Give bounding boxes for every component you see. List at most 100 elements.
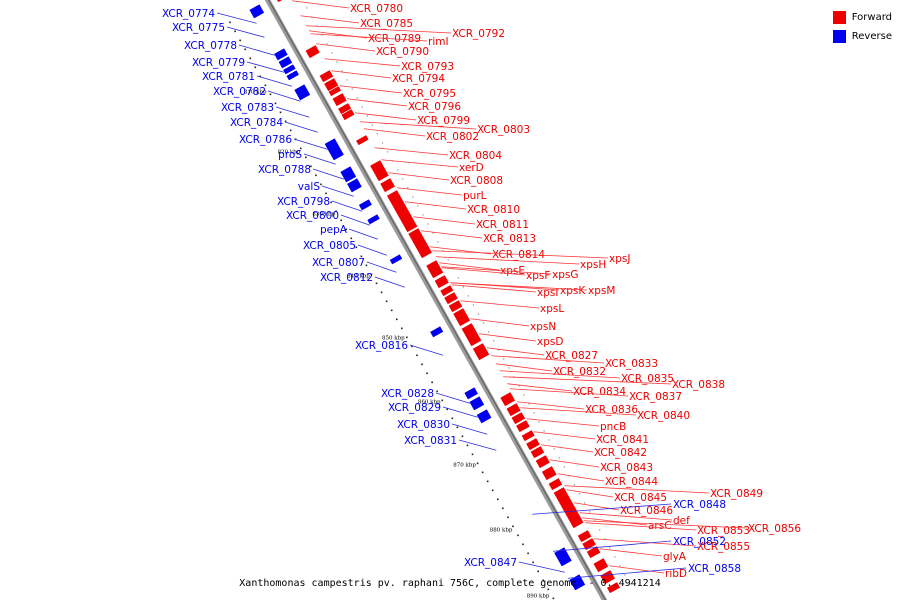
forward-gene-label: XCR_0814 xyxy=(492,249,545,261)
reverse-leader xyxy=(366,261,397,273)
forward-leader xyxy=(460,300,540,309)
forward-leader xyxy=(520,407,637,416)
forward-gene xyxy=(356,135,369,146)
track-dot xyxy=(360,255,363,258)
forward-gene xyxy=(319,70,334,83)
forward-leader xyxy=(579,512,673,521)
forward-leader xyxy=(441,266,552,275)
track-dot xyxy=(340,219,342,222)
track-dot xyxy=(619,565,621,567)
reverse-leader xyxy=(216,12,257,24)
forward-gene xyxy=(541,466,557,481)
reverse-gene xyxy=(358,199,372,211)
track-dot xyxy=(385,300,388,303)
forward-gene-label: xpsG xyxy=(552,269,579,281)
forward-gene xyxy=(548,478,563,491)
reverse-gene-label: proS xyxy=(278,149,302,161)
track-dot xyxy=(604,538,606,540)
forward-leader xyxy=(306,25,452,34)
forward-leader xyxy=(435,256,580,265)
track-dot xyxy=(533,412,535,414)
tick-label: 810 kbp xyxy=(244,90,267,96)
reverse-gene-label: XCR_0829 xyxy=(388,402,441,414)
forward-gene xyxy=(511,412,526,425)
forward-gene-label: XCR_0845 xyxy=(614,492,667,504)
forward-gene-label: xpsD xyxy=(537,336,563,348)
reverse-leader xyxy=(293,138,328,150)
reverse-gene-label: valS xyxy=(298,181,321,193)
track-dot xyxy=(412,196,414,198)
track-dot xyxy=(481,471,484,474)
forward-leader xyxy=(470,318,530,327)
forward-gene-label: xpsJ xyxy=(609,253,630,265)
track-dot xyxy=(284,120,287,123)
reverse-leader xyxy=(348,228,378,240)
track-dot xyxy=(467,295,469,297)
track-dot xyxy=(234,30,236,33)
reverse-leader xyxy=(303,153,336,165)
track-dot xyxy=(375,282,378,285)
track-dot xyxy=(432,232,434,234)
track-dot xyxy=(548,439,550,441)
tick-label: 850 kbp xyxy=(382,336,405,342)
track-dot xyxy=(542,579,545,582)
forward-gene xyxy=(332,93,347,107)
track-dot xyxy=(380,291,383,294)
forward-leader xyxy=(566,489,614,498)
forward-gene-label: XCR_0804 xyxy=(449,150,502,162)
reverse-leader xyxy=(331,200,363,212)
track-dot xyxy=(406,336,408,339)
track-dot xyxy=(512,525,514,528)
forward-gene xyxy=(408,228,433,259)
track-dot xyxy=(326,43,328,45)
reverse-swatch xyxy=(832,30,846,43)
reverse-gene-label: XCR_0784 xyxy=(230,117,283,129)
forward-gene-label: XCR_0843 xyxy=(600,462,653,474)
forward-leader xyxy=(413,216,476,225)
track-dot xyxy=(365,264,368,267)
reverse-leader xyxy=(532,503,672,515)
tick-label: 820 kbp xyxy=(278,150,301,156)
forward-leader xyxy=(381,159,459,168)
track-dot xyxy=(244,48,246,51)
forward-leader xyxy=(324,58,401,67)
track-dot xyxy=(538,421,540,423)
track-dot xyxy=(487,331,490,333)
forward-gene-label: XCR_0853 xyxy=(697,525,750,537)
track-dot xyxy=(532,561,534,564)
forward-leader xyxy=(507,383,573,392)
track-dot xyxy=(629,583,631,585)
forward-gene xyxy=(434,275,449,289)
forward-leader xyxy=(594,538,697,547)
reverse-gene-label: XCR_0828 xyxy=(381,388,434,400)
forward-leader xyxy=(564,485,710,494)
forward-leader xyxy=(503,376,672,385)
track-dot xyxy=(400,327,403,330)
forward-swatch xyxy=(832,11,846,24)
reverse-leader xyxy=(340,214,371,226)
track-dot xyxy=(477,313,480,315)
reverse-leader xyxy=(518,561,565,573)
track-dot xyxy=(537,570,539,573)
forward-leader xyxy=(421,230,483,239)
track-dot xyxy=(522,543,524,546)
reverse-gene-label: XCR_0858 xyxy=(688,563,741,575)
forward-gene-label: purL xyxy=(463,190,487,202)
track-dot xyxy=(355,246,358,249)
forward-gene xyxy=(305,45,320,59)
tick-label: 880 kbp xyxy=(490,528,513,534)
track-dot xyxy=(395,318,398,321)
track-dot xyxy=(471,453,474,456)
reverse-gene xyxy=(294,84,311,101)
forward-gene-label: XCR_0802 xyxy=(426,131,479,143)
forward-gene-label: xpsK xyxy=(560,285,586,297)
track-dot xyxy=(482,322,485,324)
reverse-gene-label: XCR_0816 xyxy=(355,340,408,352)
forward-gene-label: XCR_0799 xyxy=(417,115,470,127)
track-dot xyxy=(254,66,257,69)
legend-reverse: Reverse xyxy=(832,27,892,46)
track-dot xyxy=(259,75,262,78)
track-dot xyxy=(503,358,505,360)
track-dot xyxy=(289,129,292,132)
reverse-gene-label: pepA xyxy=(320,224,348,236)
